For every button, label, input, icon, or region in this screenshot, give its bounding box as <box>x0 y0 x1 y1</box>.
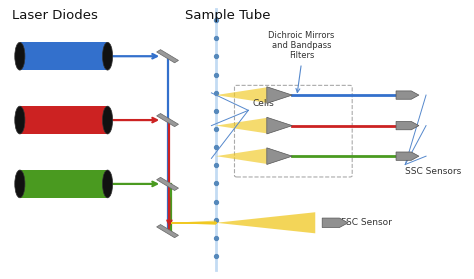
Polygon shape <box>172 221 216 225</box>
Polygon shape <box>267 148 292 165</box>
Text: Laser Diodes: Laser Diodes <box>11 9 97 22</box>
Ellipse shape <box>102 106 113 134</box>
Ellipse shape <box>102 42 113 70</box>
Polygon shape <box>396 121 419 130</box>
Bar <box>20 42 108 70</box>
Ellipse shape <box>15 42 25 70</box>
Ellipse shape <box>15 170 25 198</box>
Polygon shape <box>396 91 419 99</box>
Polygon shape <box>267 87 292 104</box>
Bar <box>20 170 108 198</box>
Polygon shape <box>396 152 419 160</box>
Text: SSC Sensors: SSC Sensors <box>405 167 462 176</box>
Polygon shape <box>267 117 292 134</box>
Text: Sample Tube: Sample Tube <box>185 9 270 22</box>
Polygon shape <box>156 177 179 191</box>
Ellipse shape <box>15 106 25 134</box>
Text: FSC Sensor: FSC Sensor <box>341 218 392 227</box>
Polygon shape <box>156 50 179 63</box>
Text: Dichroic Mirrors
and Bandpass
Filters: Dichroic Mirrors and Bandpass Filters <box>268 31 335 60</box>
Polygon shape <box>156 114 179 127</box>
Polygon shape <box>156 225 179 238</box>
Polygon shape <box>216 212 315 233</box>
Text: Cells: Cells <box>253 99 275 108</box>
Bar <box>20 106 108 134</box>
Ellipse shape <box>102 170 113 198</box>
Polygon shape <box>216 118 267 133</box>
Polygon shape <box>216 87 267 103</box>
Polygon shape <box>322 218 348 227</box>
Polygon shape <box>216 148 267 164</box>
